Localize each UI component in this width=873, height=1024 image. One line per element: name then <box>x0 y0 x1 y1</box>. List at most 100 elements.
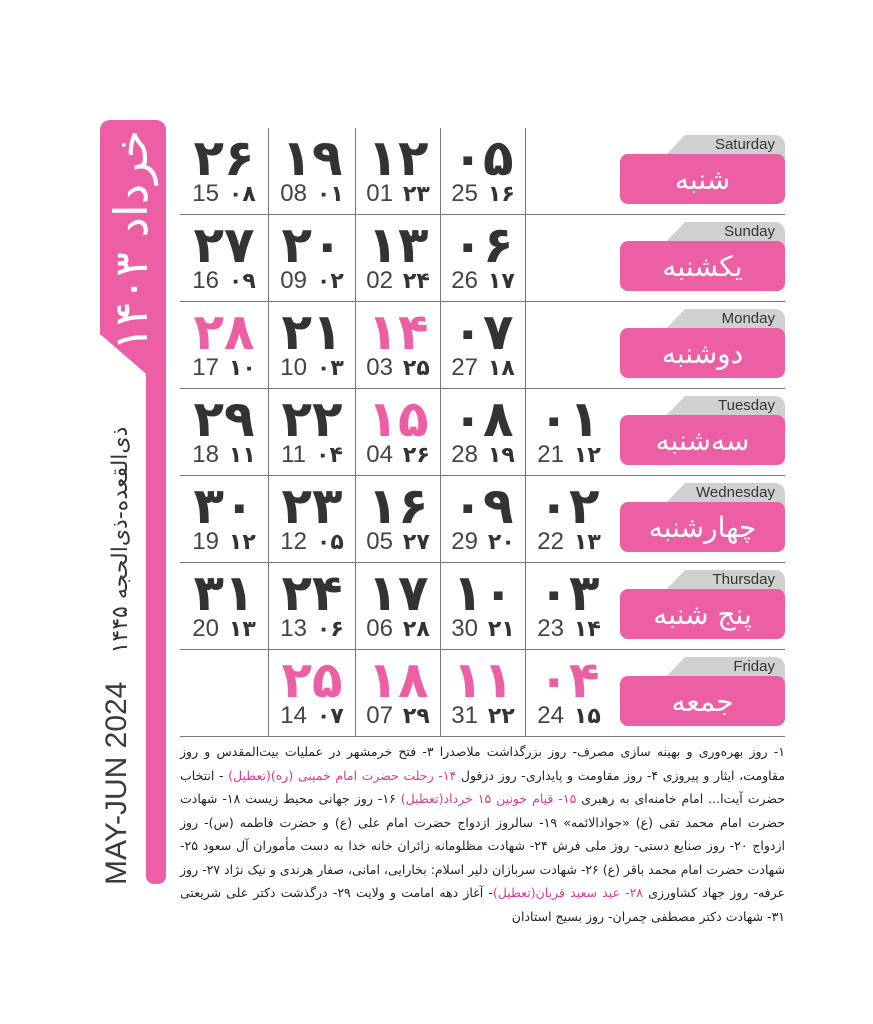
day-cell[interactable]: ۱۴ 03 ۲۵ <box>355 302 440 389</box>
gregorian-day: 17 <box>192 354 219 381</box>
gregorian-day: 31 <box>451 702 478 729</box>
secondary-dates: 21 ۱۲ <box>526 441 612 469</box>
secondary-dates: 27 ۱۸ <box>441 354 525 382</box>
occasions-list: ۱- روز بهره‌وری و بهینه سازی مصرف- روز ب… <box>180 740 785 928</box>
day-cell[interactable]: ۱۸ 07 ۲۹ <box>355 650 440 737</box>
secondary-dates: 17 ۱۰ <box>180 354 268 382</box>
day-cell[interactable]: ۲۳ 12 ۰۵ <box>268 476 355 563</box>
weekday-english: Tuesday <box>718 397 775 414</box>
day-cell[interactable]: ۲۶ 15 ۰۸ <box>180 128 268 215</box>
gregorian-day: 29 <box>451 528 478 555</box>
weekday-label: Wednesday چهارشنبه <box>612 476 785 563</box>
hijri-day: ۲۸ <box>402 617 430 642</box>
hijri-day: ۰۵ <box>316 530 344 555</box>
gregorian-day: 04 <box>366 441 393 468</box>
solar-day-number: ۰۲ <box>538 477 600 535</box>
gregorian-day: 11 <box>281 441 307 468</box>
gregorian-day: 09 <box>280 267 307 294</box>
day-cell[interactable]: ۰۴ 24 ۱۵ <box>525 650 612 737</box>
gregorian-day: 30 <box>451 615 478 642</box>
gregorian-day: 13 <box>280 615 307 642</box>
gregorian-day: 28 <box>451 441 478 468</box>
day-cell[interactable]: ۲۲ 11 ۰۴ <box>268 389 355 476</box>
day-cell[interactable]: ۲۷ 16 ۰۹ <box>180 215 268 302</box>
day-cell[interactable]: ۱۲ 01 ۲۳ <box>355 128 440 215</box>
day-cell[interactable]: ۱۹ 08 ۰۱ <box>268 128 355 215</box>
secondary-dates: 11 ۰۴ <box>269 441 355 469</box>
day-cell[interactable]: ۲۱ 10 ۰۳ <box>268 302 355 389</box>
calendar-grid: Saturday شنبه ۰۵ 25 ۱۶ ۱۲ 01 ۲۳ ۱۹ 08 ۰۱ ۲۶ 15 ۰۸ Sund… <box>180 128 785 737</box>
day-cell[interactable]: ۰۸ 28 ۱۹ <box>440 389 525 476</box>
hijri-day: ۰۴ <box>316 443 343 468</box>
gregorian-day: 27 <box>451 354 478 381</box>
day-cell[interactable]: ۱۱ 31 ۲۲ <box>440 650 525 737</box>
weekday-persian: شنبه <box>620 154 785 204</box>
day-cell[interactable]: ۰۲ 22 ۱۳ <box>525 476 612 563</box>
day-cell[interactable]: ۰۷ 27 ۱۸ <box>440 302 525 389</box>
day-cell[interactable]: ۱۳ 02 ۲۴ <box>355 215 440 302</box>
solar-day-number: ۰۱ <box>538 390 600 448</box>
occasion-text: ۱۶- روز جهانی محیط زیست ۱۸- شهادت حضرت ا… <box>180 791 786 900</box>
secondary-dates: 02 ۲۴ <box>356 267 440 295</box>
day-cell <box>180 650 268 737</box>
day-cell[interactable]: ۰۱ 21 ۱۲ <box>525 389 612 476</box>
weekday-label: Sunday یکشنبه <box>612 215 785 302</box>
day-cell[interactable]: ۳۱ 20 ۱۳ <box>180 563 268 650</box>
day-cell[interactable]: ۱۰ 30 ۲۱ <box>440 563 525 650</box>
hijri-day: ۰۹ <box>228 269 256 294</box>
secondary-dates: 06 ۲۸ <box>356 615 440 643</box>
secondary-dates: 08 ۰۱ <box>269 180 355 208</box>
day-cell[interactable]: ۲۹ 18 ۱۱ <box>180 389 268 476</box>
solar-day-number: ۲۹ <box>193 390 255 448</box>
day-cell[interactable]: ۰۵ 25 ۱۶ <box>440 128 525 215</box>
hijri-day: ۱۳ <box>573 530 601 555</box>
hijri-day: ۲۰ <box>487 530 515 555</box>
hijri-day: ۲۵ <box>402 356 430 381</box>
solar-day-number: ۲۳ <box>281 477 343 535</box>
solar-day-number: ۱۳ <box>367 216 429 274</box>
day-cell[interactable]: ۳۰ 19 ۱۲ <box>180 476 268 563</box>
solar-day-number: ۱۶ <box>367 477 429 535</box>
hijri-day: ۲۷ <box>402 530 430 555</box>
solar-day-number: ۲۱ <box>281 303 343 361</box>
day-cell[interactable]: ۲۰ 09 ۰۲ <box>268 215 355 302</box>
weekday-persian: دوشنبه <box>620 328 785 378</box>
day-cell[interactable]: ۲۵ 14 ۰۷ <box>268 650 355 737</box>
secondary-dates: 10 ۰۳ <box>269 354 355 382</box>
hijri-day: ۱۱ <box>228 443 256 468</box>
weekday-label: Tuesday سه‌شنبه <box>612 389 785 476</box>
day-cell <box>525 302 612 389</box>
secondary-dates: 03 ۲۵ <box>356 354 440 382</box>
hijri-day: ۱۷ <box>487 269 515 294</box>
gregorian-day: 22 <box>537 528 564 555</box>
weekday-persian: یکشنبه <box>620 241 785 291</box>
solar-day-number: ۲۵ <box>281 651 343 709</box>
gregorian-day: 03 <box>366 354 393 381</box>
day-cell[interactable]: ۰۳ 23 ۱۴ <box>525 563 612 650</box>
solar-day-number: ۰۸ <box>452 390 514 448</box>
hijri-day: ۱۴ <box>573 617 601 642</box>
solar-day-number: ۰۴ <box>538 651 600 709</box>
day-cell[interactable]: ۰۶ 26 ۱۷ <box>440 215 525 302</box>
solar-day-number: ۳۱ <box>193 564 255 622</box>
weekday-label: Thursday پنج شنبه <box>612 563 785 650</box>
secondary-dates: 18 ۱۱ <box>180 441 268 469</box>
secondary-dates: 24 ۱۵ <box>526 702 612 730</box>
day-cell[interactable]: ۲۴ 13 ۰۶ <box>268 563 355 650</box>
day-cell[interactable]: ۰۹ 29 ۲۰ <box>440 476 525 563</box>
day-cell[interactable]: ۱۷ 06 ۲۸ <box>355 563 440 650</box>
gregorian-day: 01 <box>366 180 393 207</box>
secondary-dates: 20 ۱۳ <box>180 615 268 643</box>
hijri-day: ۰۷ <box>316 704 344 729</box>
day-cell[interactable]: ۲۸ 17 ۱۰ <box>180 302 268 389</box>
hijri-day: ۱۹ <box>487 443 515 468</box>
hijri-day: ۱۳ <box>228 617 256 642</box>
secondary-dates: 30 ۲۱ <box>441 615 525 643</box>
day-cell[interactable]: ۱۶ 05 ۲۷ <box>355 476 440 563</box>
hijri-day: ۲۱ <box>487 617 515 642</box>
weekday-label: Monday دوشنبه <box>612 302 785 389</box>
weekday-english: Saturday <box>714 136 775 153</box>
day-cell[interactable]: ۱۵ 04 ۲۶ <box>355 389 440 476</box>
hijri-day: ۰۶ <box>316 617 344 642</box>
weekday-english: Sunday <box>724 223 775 240</box>
